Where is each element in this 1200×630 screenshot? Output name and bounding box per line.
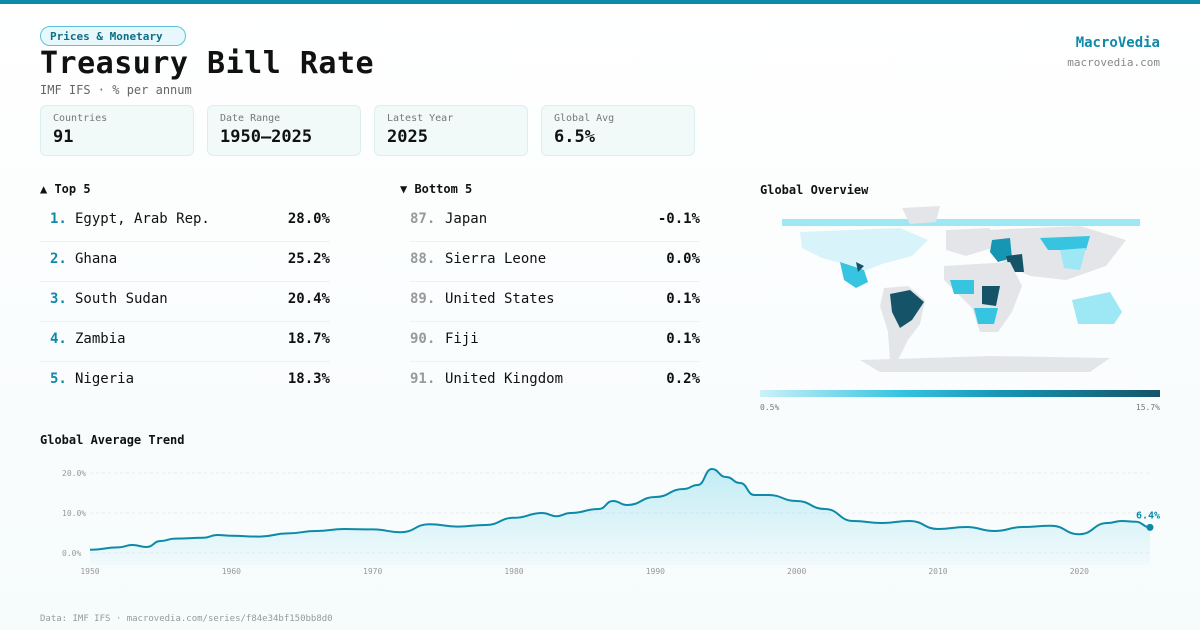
country-name: Sierra Leone — [445, 251, 547, 267]
map-region-greenland[interactable] — [902, 206, 940, 224]
map-region-mexico[interactable] — [840, 262, 868, 288]
map-region-central[interactable] — [856, 262, 864, 272]
rate-value: 25.2% — [287, 251, 330, 267]
page-title: Treasury Bill Rate — [40, 46, 375, 81]
x-tick-label: 2000 — [787, 567, 806, 576]
last-value-label: 6.4% — [1136, 510, 1160, 521]
world-choropleth-map[interactable] — [760, 200, 1160, 382]
rank-number: 90. — [410, 331, 436, 347]
country-name: Zambia — [75, 331, 126, 347]
stat-value: 91 — [53, 127, 74, 147]
map-region-west-africa[interactable] — [950, 280, 974, 294]
bottom5-row[interactable]: 89. United States 0.1% — [410, 281, 700, 322]
footer-source: Data: IMF IFS · macrovedia.com/series/f8… — [40, 614, 333, 624]
rank-number: 88. — [410, 251, 436, 267]
map-region-brazil[interactable] — [890, 290, 924, 328]
y-tick-label: 20.0% — [62, 469, 86, 478]
site-url[interactable]: macrovedia.com — [1067, 56, 1160, 69]
rank-number: 1. — [50, 211, 67, 227]
rate-value: 20.4% — [287, 291, 330, 307]
trend-area-fill — [90, 469, 1150, 565]
rate-value: 18.3% — [287, 371, 330, 387]
bottom5-row[interactable]: 90. Fiji 0.1% — [410, 321, 700, 362]
bottom5-row[interactable]: 88. Sierra Leone 0.0% — [410, 241, 700, 282]
rate-value: -0.1% — [657, 211, 700, 227]
country-name: Nigeria — [75, 371, 135, 387]
map-region-zambia[interactable] — [982, 286, 1000, 306]
map-region-central-asia[interactable] — [1040, 236, 1090, 250]
rate-value: 18.7% — [287, 331, 330, 347]
trend-line — [89, 467, 1151, 551]
legend-min-label: 0.5% — [760, 403, 780, 412]
x-tick-label: 1950 — [80, 567, 99, 576]
y-tick-label: 0.0% — [62, 549, 81, 558]
country-name: United Kingdom — [445, 371, 564, 387]
brand-logo[interactable]: MacroVedia — [1075, 35, 1160, 51]
map-region-south-asia[interactable] — [1060, 248, 1086, 270]
stat-card-countries: Countries 91 — [40, 105, 194, 156]
stat-label: Latest Year — [387, 113, 454, 124]
rank-number: 2. — [50, 251, 67, 267]
rate-value: 28.0% — [287, 211, 330, 227]
rank-number: 91. — [410, 371, 436, 387]
map-band-north — [782, 219, 1140, 226]
map-region-australia[interactable] — [1072, 292, 1122, 324]
rate-value: 0.1% — [666, 331, 700, 347]
map-region-southern-africa[interactable] — [974, 308, 998, 324]
y-tick-label: 10.0% — [62, 509, 86, 518]
map-heading: Global Overview — [760, 183, 869, 197]
country-name: Japan — [445, 211, 488, 227]
stat-card-latest-year: Latest Year 2025 — [374, 105, 528, 156]
rank-number: 5. — [50, 371, 67, 387]
rate-value: 0.0% — [666, 251, 700, 267]
stat-value: 2025 — [387, 127, 428, 147]
map-region-north-america[interactable] — [800, 228, 928, 272]
x-tick-label: 1960 — [222, 567, 241, 576]
trend-chart[interactable]: 0.0% 10.0% 20.0% 1950 1960 1970 1980 1990 2000 20… — [40, 452, 1170, 582]
rank-number: 87. — [410, 211, 436, 227]
x-tick-label: 1990 — [646, 567, 665, 576]
country-name: Egypt, Arab Rep. — [75, 211, 210, 227]
x-tick-label: 1980 — [504, 567, 523, 576]
top5-row[interactable]: 1. Egypt, Arab Rep. 28.0% — [40, 201, 330, 242]
x-tick-label: 1970 — [363, 567, 382, 576]
country-name: United States — [445, 291, 555, 307]
map-region-europe[interactable] — [946, 228, 992, 256]
top5-row[interactable]: 4. Zambia 18.7% — [40, 321, 330, 362]
stat-card-date-range: Date Range 1950–2025 — [207, 105, 361, 156]
legend-max-label: 15.7% — [1135, 403, 1160, 412]
rate-value: 0.1% — [666, 291, 700, 307]
stat-value: 1950–2025 — [220, 127, 313, 147]
rank-number: 89. — [410, 291, 436, 307]
top5-row[interactable]: 2. Ghana 25.2% — [40, 241, 330, 282]
stat-label: Countries — [53, 113, 108, 124]
top5-row[interactable]: 5. Nigeria 18.3% — [40, 361, 330, 401]
x-tick-label: 2020 — [1070, 567, 1089, 576]
trend-heading: Global Average Trend — [40, 433, 185, 447]
map-region-antarctica[interactable] — [860, 356, 1110, 372]
country-name: Ghana — [75, 251, 118, 267]
bottom5-row[interactable]: 91. United Kingdom 0.2% — [410, 361, 700, 401]
bottom5-row[interactable]: 87. Japan -0.1% — [410, 201, 700, 242]
stat-card-global-avg: Global Avg 6.5% — [541, 105, 695, 156]
stat-label: Global Avg — [554, 113, 615, 124]
rate-value: 0.2% — [666, 371, 700, 387]
top5-heading: ▲ Top 5 — [40, 182, 91, 196]
page-subtitle: IMF IFS · % per annum — [40, 83, 192, 97]
x-tick-label: 2010 — [928, 567, 947, 576]
stat-label: Date Range — [220, 113, 281, 124]
last-point-marker[interactable] — [1146, 523, 1154, 531]
rank-number: 3. — [50, 291, 67, 307]
rank-number: 4. — [50, 331, 67, 347]
country-name: South Sudan — [75, 291, 168, 307]
country-name: Fiji — [445, 331, 479, 347]
bottom5-heading: ▼ Bottom 5 — [400, 182, 473, 196]
category-badge[interactable]: Prices & Monetary — [40, 26, 186, 46]
stat-value: 6.5% — [554, 127, 595, 147]
top-accent-bar — [0, 0, 1200, 4]
map-color-legend — [760, 390, 1160, 397]
top5-row[interactable]: 3. South Sudan 20.4% — [40, 281, 330, 322]
